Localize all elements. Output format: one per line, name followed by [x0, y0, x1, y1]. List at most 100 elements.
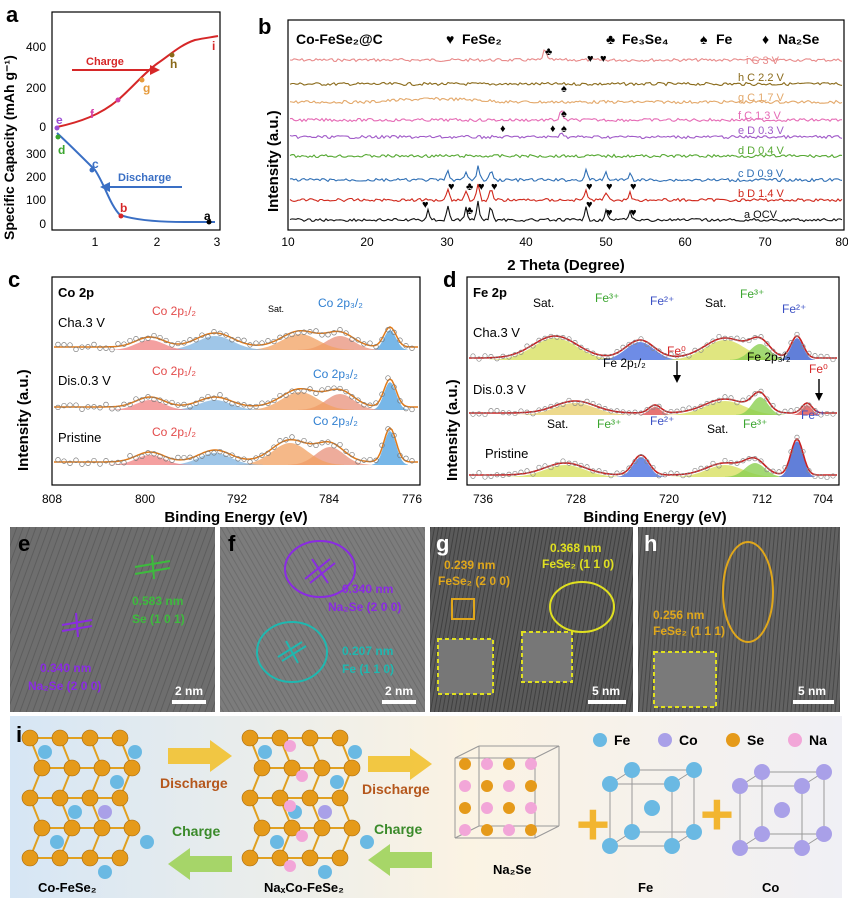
xps-data-point: [205, 393, 211, 400]
xps-data-point: [506, 354, 512, 360]
xps-data-point: [361, 457, 367, 463]
panel-g-p1: FeSe₂ (2 0 0): [438, 574, 510, 588]
xrd-trace: [289, 200, 843, 223]
xps-data-point: [650, 404, 656, 410]
point-d: d: [58, 143, 65, 157]
xps-data-point: [61, 402, 67, 409]
panel-f-ellipse-fe: [256, 621, 328, 683]
panel-b-xticks: 10 20 30 40 50 60 70 80: [281, 235, 848, 249]
xps-data-point: [211, 450, 217, 456]
marker: ♥: [448, 181, 455, 193]
xps-data-point: [728, 459, 734, 466]
xps-data-point: [542, 406, 548, 412]
xps-data-point: [121, 341, 127, 347]
xps-data-point: [788, 340, 794, 346]
panel-h-p1: FeSe₂ (1 1 1): [653, 624, 725, 638]
xps-data-point: [139, 453, 145, 460]
xps-data-point: [79, 406, 85, 412]
xps-data-point: [253, 455, 259, 461]
co-atom: [732, 778, 748, 794]
xps-data-point: [692, 406, 698, 412]
xps-fit-peak: [161, 336, 269, 350]
xtick: 40: [519, 235, 533, 249]
panel-c-peak-labels: Co 2p₁/₂ Co 2p₁/₂ Co 2p₁/₂ Co 2p₃/₂ Co 2…: [152, 296, 363, 439]
xps-data-point: [175, 454, 181, 461]
panel-i-s5: Co: [762, 880, 779, 895]
xps-fit-peak: [779, 441, 815, 477]
xps-data-point: [824, 410, 830, 417]
xps-data-point: [830, 411, 836, 417]
xps-data-point: [530, 471, 536, 477]
xps-data-point: [145, 450, 151, 456]
na-atom: [481, 758, 493, 770]
trace-label: c D 0.9 V: [738, 168, 784, 180]
se-atom: [525, 780, 537, 792]
panel-b-letter: b: [258, 14, 271, 39]
xps-data-point: [355, 397, 361, 403]
xps-data-point: [806, 468, 812, 474]
xps-data-point: [67, 402, 73, 408]
xps-data-point: [193, 456, 199, 462]
xps-data-point: [241, 456, 247, 462]
panel-c-spectra: [54, 326, 418, 467]
na-atom: [481, 802, 493, 814]
fe32-label: Fe 2p₃/₂: [747, 350, 791, 364]
fe2-label: Fe²⁺: [650, 294, 674, 308]
fe-atom: [644, 800, 660, 816]
fe-atom: [686, 762, 702, 778]
xps-fit-peak: [637, 407, 673, 415]
xps-data-point: [818, 412, 824, 418]
xtick: 20: [360, 235, 374, 249]
xps-data-point: [301, 437, 307, 444]
xps-data-point: [187, 454, 193, 460]
xps-data-point: [307, 441, 313, 447]
se-atom: [111, 729, 129, 747]
xps-data-point: [289, 388, 295, 394]
panel-d-fe0-arrows: [673, 361, 823, 401]
structure-naxco-fese2: [241, 729, 374, 879]
xps-data-point: [403, 343, 409, 349]
panel-g-inset-2: [521, 631, 573, 683]
xps-data-point: [115, 406, 121, 412]
xps-data-point: [710, 399, 716, 405]
xps-data-point: [560, 458, 566, 464]
panel-f-fringe-mark: [304, 558, 336, 584]
xps-data-point: [704, 342, 710, 348]
se-atom: [241, 729, 259, 747]
xps-data-point: [830, 473, 836, 479]
xps-data-point: [674, 408, 680, 414]
xps-data-point: [271, 397, 277, 404]
panel-h-scale: 5 nm: [798, 684, 826, 698]
xps-data-point: [151, 451, 157, 457]
point-c: c: [92, 157, 99, 171]
se-atom: [313, 759, 331, 777]
point-e: e: [56, 113, 63, 127]
xps-data-point: [361, 341, 367, 347]
xps-data-point: [512, 410, 518, 417]
xps-data-point: [536, 337, 542, 343]
xtick: 30: [440, 235, 454, 249]
panel-a-charge-curve: [56, 35, 219, 128]
panel-g-hrtem: g 0.239 nm FeSe₂ (2 0 0) 0.368 nm FeSe₂ …: [430, 527, 633, 712]
xps-data-point: [518, 469, 524, 475]
cell-edge: [534, 825, 560, 839]
xps-data-point: [698, 465, 704, 471]
na-atom: [503, 780, 515, 792]
xps-data-point: [301, 388, 307, 394]
xps-data-point: [620, 409, 626, 415]
xps-data-point: [596, 354, 602, 360]
xps-fit-peak: [236, 443, 344, 465]
xps-data-point: [572, 340, 578, 346]
xtick: 776: [402, 492, 422, 506]
xps-data-point: [794, 434, 800, 440]
xps-data-point: [548, 403, 554, 409]
na-atom: [459, 780, 471, 792]
panel-b-xrd: b Co-FeSe₂@C ♥ FeSe₂ ♣ Fe₃Se₄ ♠ Fe ♦ Na₂…: [258, 14, 848, 274]
panel-i-discharge-1: Discharge: [160, 775, 228, 791]
xps-data-point: [313, 442, 319, 449]
panel-a-xticks: 0 1 2 3: [92, 235, 221, 249]
co-atom: [754, 826, 770, 842]
xps-data-point: [337, 385, 343, 392]
xps-data-point: [319, 332, 325, 338]
xps-data-point: [283, 392, 289, 398]
